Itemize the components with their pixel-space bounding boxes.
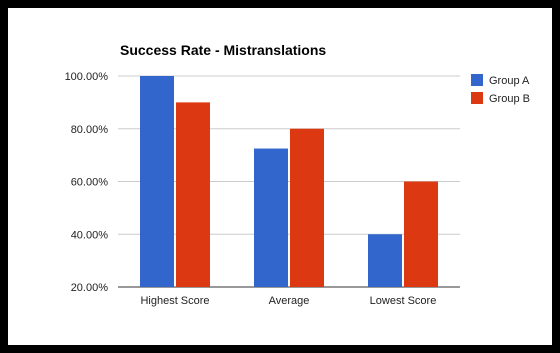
legend-swatch (471, 74, 483, 86)
x-axis-ticks: Highest Score Average Lowest Score (140, 295, 436, 307)
y-tick-label: 20.00% (71, 282, 109, 294)
chart-title: Success Rate - Mistranslations (120, 42, 326, 58)
y-axis-ticks: 100.00% 80.00% 60.00% 40.00% 20.00% (65, 71, 109, 294)
legend: Group A Group B (471, 74, 530, 105)
bar-group-b-lowest-score (404, 181, 438, 287)
legend-swatch (471, 92, 483, 104)
y-tick-label: 100.00% (65, 71, 109, 83)
legend-label: Group B (489, 93, 530, 105)
bar-group-a-highest-score (140, 76, 174, 287)
x-tick-label: Lowest Score (370, 295, 437, 307)
bar-group-b-average (290, 128, 324, 287)
legend-label: Group A (489, 75, 530, 87)
y-tick-label: 40.00% (71, 229, 109, 241)
x-tick-label: Highest Score (140, 295, 209, 307)
gridlines (118, 75, 460, 288)
bar-group-b-highest-score (176, 102, 210, 287)
y-tick-label: 60.00% (71, 177, 109, 189)
y-tick-label: 80.00% (71, 124, 109, 136)
bar-group-a-lowest-score (368, 234, 402, 287)
bars (140, 76, 438, 287)
x-tick-label: Average (269, 295, 310, 307)
bar-group-a-average (254, 148, 288, 287)
